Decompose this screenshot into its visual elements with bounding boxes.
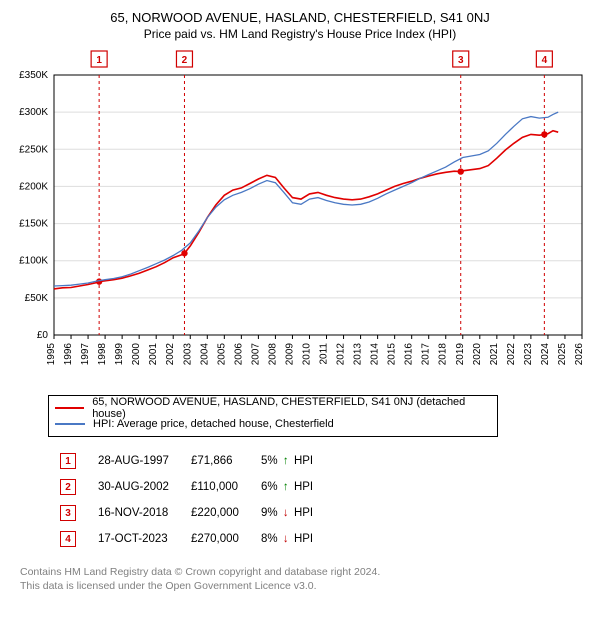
chart-title: 65, NORWOOD AVENUE, HASLAND, CHESTERFIEL… [8,10,592,25]
tx-date: 16-NOV-2018 [88,501,179,525]
table-row: 230-AUG-2002£110,0006% ↑ HPI [50,475,323,499]
svg-text:£250K: £250K [19,144,48,155]
tx-marker: 3 [50,501,86,525]
svg-text:2004: 2004 [199,343,210,366]
svg-text:2025: 2025 [557,343,568,366]
legend-label: 65, NORWOOD AVENUE, HASLAND, CHESTERFIEL… [92,396,491,420]
svg-text:2003: 2003 [182,343,193,366]
attribution-footer: Contains HM Land Registry data © Crown c… [20,565,592,593]
svg-text:2005: 2005 [216,343,227,366]
svg-text:2017: 2017 [421,343,432,366]
tx-delta: 5% ↑ HPI [251,449,323,473]
svg-text:2: 2 [182,55,188,66]
svg-text:3: 3 [458,55,464,66]
svg-text:£0: £0 [37,330,49,341]
svg-text:£300K: £300K [19,107,48,118]
tx-price: £270,000 [181,527,249,551]
svg-text:2013: 2013 [353,343,364,366]
svg-text:2010: 2010 [301,343,312,366]
svg-text:1: 1 [96,55,102,66]
svg-text:2016: 2016 [404,343,415,366]
tx-date: 30-AUG-2002 [88,475,179,499]
svg-text:2002: 2002 [165,343,176,366]
line-chart: £0 £50K £100K £150K £200K £250K £300K £350K 1995… [8,47,592,387]
svg-text:2000: 2000 [131,343,142,366]
svg-text:2020: 2020 [472,343,483,366]
svg-text:1997: 1997 [80,343,91,366]
tx-price: £71,866 [181,449,249,473]
tx-price: £110,000 [181,475,249,499]
tx-price: £220,000 [181,501,249,525]
svg-text:1999: 1999 [114,343,125,366]
svg-text:£200K: £200K [19,181,48,192]
svg-text:2023: 2023 [523,343,534,366]
svg-text:2012: 2012 [336,343,347,366]
svg-text:2018: 2018 [438,343,449,366]
chart-subtitle: Price paid vs. HM Land Registry's House … [8,27,592,41]
svg-text:£100K: £100K [19,256,48,267]
svg-text:1995: 1995 [46,343,57,366]
tx-delta: 9% ↓ HPI [251,501,323,525]
chart-area: £0 £50K £100K £150K £200K £250K £300K £350K 1995… [8,47,592,387]
svg-text:2014: 2014 [370,343,381,366]
table-row: 316-NOV-2018£220,0009% ↓ HPI [50,501,323,525]
table-row: 128-AUG-1997£71,8665% ↑ HPI [50,449,323,473]
svg-text:2024: 2024 [540,343,551,366]
tx-date: 28-AUG-1997 [88,449,179,473]
tx-delta: 6% ↑ HPI [251,475,323,499]
svg-text:£350K: £350K [19,70,48,81]
svg-text:2011: 2011 [319,343,330,365]
svg-text:2015: 2015 [387,343,398,366]
tx-marker: 2 [50,475,86,499]
tx-date: 17-OCT-2023 [88,527,179,551]
transactions-table: 128-AUG-1997£71,8665% ↑ HPI230-AUG-2002£… [48,447,325,553]
svg-text:4: 4 [542,55,548,66]
svg-text:2008: 2008 [267,343,278,366]
svg-text:2021: 2021 [489,343,500,366]
svg-text:2006: 2006 [233,343,244,366]
svg-text:£50K: £50K [25,293,49,304]
legend-row: 65, NORWOOD AVENUE, HASLAND, CHESTERFIEL… [55,400,491,416]
svg-text:2022: 2022 [506,343,517,366]
tx-delta: 8% ↓ HPI [251,527,323,551]
svg-text:2009: 2009 [284,343,295,366]
legend-swatch [55,407,84,409]
footer-line-1: Contains HM Land Registry data © Crown c… [20,565,592,579]
tx-marker: 4 [50,527,86,551]
svg-text:1996: 1996 [63,343,74,366]
svg-text:2007: 2007 [250,343,261,366]
svg-text:1998: 1998 [97,343,108,366]
footer-line-2: This data is licensed under the Open Gov… [20,579,592,593]
svg-text:2001: 2001 [148,343,159,366]
svg-text:2026: 2026 [574,343,585,366]
table-row: 417-OCT-2023£270,0008% ↓ HPI [50,527,323,551]
legend: 65, NORWOOD AVENUE, HASLAND, CHESTERFIEL… [48,395,498,437]
svg-text:£150K: £150K [19,219,48,230]
legend-swatch [55,423,85,425]
svg-text:2019: 2019 [455,343,466,366]
tx-marker: 1 [50,449,86,473]
legend-label: HPI: Average price, detached house, Ches… [93,418,334,430]
